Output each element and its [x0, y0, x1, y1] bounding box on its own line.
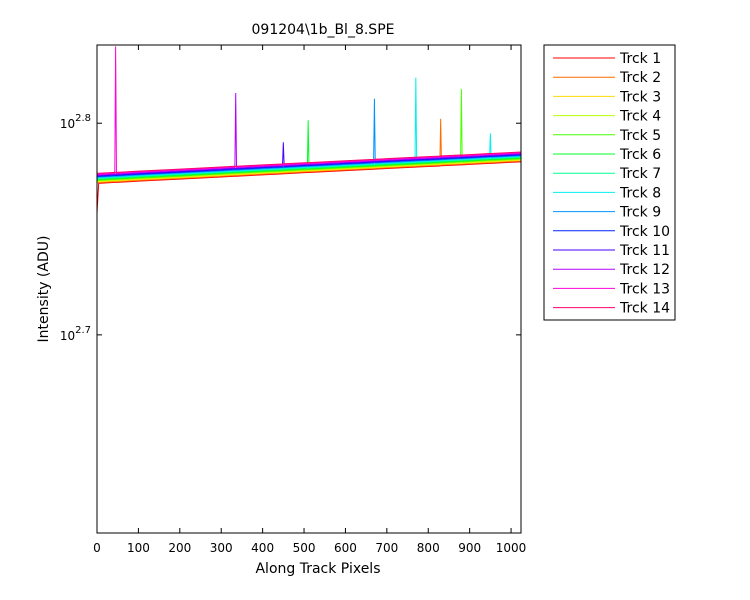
legend-label: Trck 14: [619, 301, 670, 317]
series-line: [97, 88, 521, 181]
series-line: [97, 77, 521, 179]
series-line: [97, 154, 521, 177]
series-line: [97, 159, 521, 182]
axes-box: [96, 44, 522, 534]
legend-label: Trck 10: [619, 224, 670, 240]
x-tick-label: 300: [210, 541, 233, 555]
legend-label: Trck 1: [619, 51, 661, 67]
x-tick-label: 100: [127, 541, 150, 555]
series-line: [97, 46, 521, 175]
x-tick-label: 500: [293, 541, 316, 555]
y-tick-label: 10^2.8: [60, 113, 91, 131]
x-tick-label: 900: [458, 541, 481, 555]
lines: [97, 46, 521, 214]
chart-title: 091204\1b_Bl_8.SPE: [252, 22, 395, 38]
series-line: [97, 142, 521, 177]
legend-label: Trck 8: [619, 185, 661, 201]
x-tick-label: 0: [93, 541, 101, 555]
legend-label: Trck 12: [619, 262, 670, 278]
legend-label: Trck 13: [619, 281, 670, 297]
x-tick-label: 800: [417, 541, 440, 555]
legend-label: Trck 4: [619, 109, 661, 125]
legend-box: [543, 44, 676, 321]
plot-area: [97, 45, 521, 533]
legend-label: Trck 3: [619, 89, 661, 105]
series-line: [97, 120, 521, 180]
legend-label: Trck 5: [619, 128, 661, 144]
legend-label: Trck 7: [619, 166, 661, 182]
legend-label: Trck 11: [619, 243, 670, 259]
x-tick-label: 600: [334, 541, 357, 555]
legend-label: Trck 9: [619, 205, 661, 221]
x-tick-label: 400: [251, 541, 274, 555]
series-line: [97, 118, 521, 184]
series-line: [97, 156, 521, 180]
series-line: [97, 93, 521, 176]
series-line: [97, 159, 521, 183]
x-axis-label: Along Track Pixels: [255, 561, 380, 577]
x-tick-label: 200: [168, 541, 191, 555]
series-line: [97, 161, 521, 214]
x-tick-label: 700: [375, 541, 398, 555]
y-axis-label: Intensity (ADU): [36, 236, 52, 343]
series-line: [97, 98, 521, 178]
y-tick-label: 10^2.7: [60, 325, 91, 343]
legend-label: Trck 6: [619, 147, 661, 163]
x-tick-label: 1000: [496, 541, 527, 555]
legend-label: Trck 2: [619, 70, 661, 86]
series-line: [97, 151, 521, 174]
